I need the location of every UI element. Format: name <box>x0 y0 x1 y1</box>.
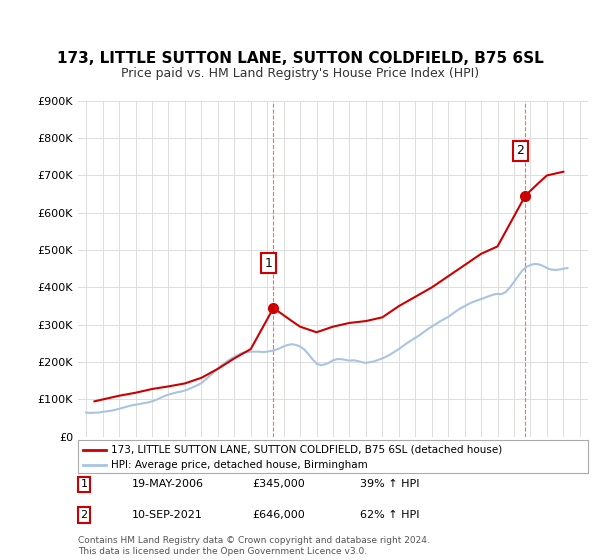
Text: 39% ↑ HPI: 39% ↑ HPI <box>360 479 419 489</box>
Text: HPI: Average price, detached house, Birmingham: HPI: Average price, detached house, Birm… <box>111 460 368 470</box>
Text: Contains HM Land Registry data © Crown copyright and database right 2024.
This d: Contains HM Land Registry data © Crown c… <box>78 536 430 556</box>
Text: 19-MAY-2006: 19-MAY-2006 <box>132 479 204 489</box>
Text: 173, LITTLE SUTTON LANE, SUTTON COLDFIELD, B75 6SL: 173, LITTLE SUTTON LANE, SUTTON COLDFIEL… <box>56 52 544 66</box>
Text: 173, LITTLE SUTTON LANE, SUTTON COLDFIELD, B75 6SL (detached house): 173, LITTLE SUTTON LANE, SUTTON COLDFIEL… <box>111 445 502 455</box>
Text: 1: 1 <box>80 479 88 489</box>
Text: 1: 1 <box>265 256 272 270</box>
Text: 62% ↑ HPI: 62% ↑ HPI <box>360 510 419 520</box>
Text: £646,000: £646,000 <box>252 510 305 520</box>
Text: 10-SEP-2021: 10-SEP-2021 <box>132 510 203 520</box>
Text: 2: 2 <box>80 510 88 520</box>
Text: Price paid vs. HM Land Registry's House Price Index (HPI): Price paid vs. HM Land Registry's House … <box>121 67 479 81</box>
Text: £345,000: £345,000 <box>252 479 305 489</box>
Text: 2: 2 <box>517 144 524 157</box>
